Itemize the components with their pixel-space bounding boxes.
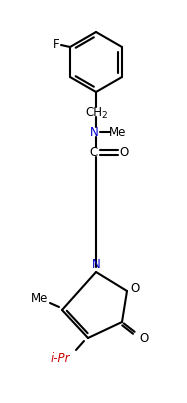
Text: Me: Me <box>31 291 49 305</box>
Text: N: N <box>92 258 100 272</box>
Text: O: O <box>139 332 149 345</box>
Text: Me: Me <box>109 125 127 139</box>
Text: CH: CH <box>85 106 102 118</box>
Text: N: N <box>90 125 98 139</box>
Text: i-Pr: i-Pr <box>50 351 70 364</box>
Text: 2: 2 <box>101 110 107 120</box>
Text: F: F <box>53 39 59 52</box>
Text: O: O <box>119 145 129 158</box>
Text: C: C <box>90 145 98 158</box>
Text: O: O <box>130 283 140 295</box>
